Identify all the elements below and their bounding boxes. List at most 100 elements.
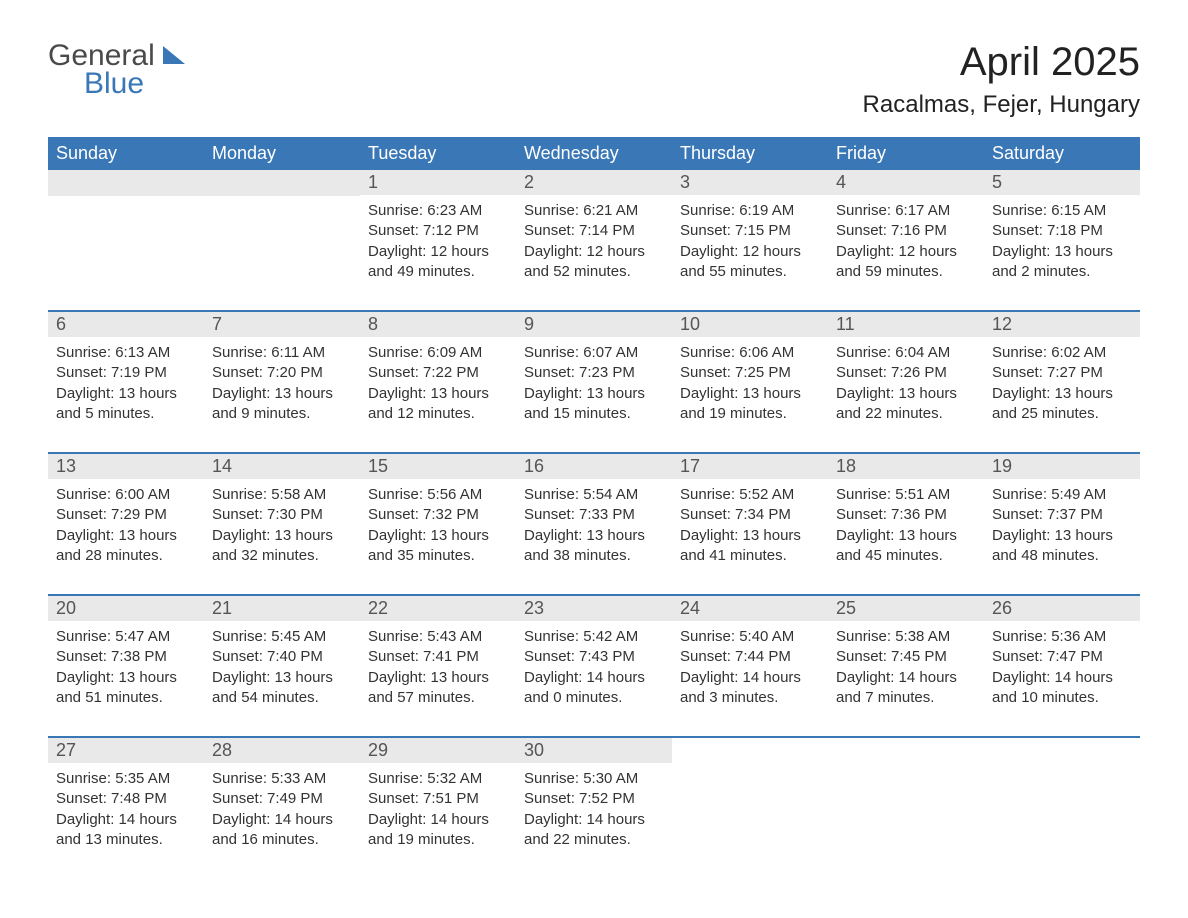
calendar-week: 6Sunrise: 6:13 AMSunset: 7:19 PMDaylight… [48,311,1140,453]
sunset-text: Sunset: 7:22 PM [368,363,508,383]
daylight-line1: Daylight: 13 hours [992,242,1132,262]
daylight-line2: and 19 minutes. [680,404,820,424]
day-number: 4 [828,170,984,195]
daylight-line2: and 5 minutes. [56,404,196,424]
calendar-cell: 1Sunrise: 6:23 AMSunset: 7:12 PMDaylight… [360,170,516,311]
day-details: Sunrise: 5:51 AMSunset: 7:36 PMDaylight:… [828,483,984,566]
calendar-cell: 13Sunrise: 6:00 AMSunset: 7:29 PMDayligh… [48,453,204,595]
sunrise-text: Sunrise: 6:00 AM [56,485,196,505]
day-details: Sunrise: 5:49 AMSunset: 7:37 PMDaylight:… [984,483,1140,566]
calendar-cell [672,737,828,878]
calendar-cell: 28Sunrise: 5:33 AMSunset: 7:49 PMDayligh… [204,737,360,878]
day-number: 26 [984,596,1140,621]
empty-day-band [48,170,204,196]
sunrise-text: Sunrise: 6:04 AM [836,343,976,363]
day-details: Sunrise: 5:56 AMSunset: 7:32 PMDaylight:… [360,483,516,566]
day-details: Sunrise: 6:13 AMSunset: 7:19 PMDaylight:… [48,341,204,424]
sunset-text: Sunset: 7:18 PM [992,221,1132,241]
calendar-week: 27Sunrise: 5:35 AMSunset: 7:48 PMDayligh… [48,737,1140,878]
calendar-cell: 16Sunrise: 5:54 AMSunset: 7:33 PMDayligh… [516,453,672,595]
daylight-line1: Daylight: 14 hours [56,810,196,830]
calendar-week: 13Sunrise: 6:00 AMSunset: 7:29 PMDayligh… [48,453,1140,595]
day-details: Sunrise: 6:21 AMSunset: 7:14 PMDaylight:… [516,199,672,282]
calendar-head: SundayMondayTuesdayWednesdayThursdayFrid… [48,137,1140,170]
day-number: 19 [984,454,1140,479]
day-details: Sunrise: 6:02 AMSunset: 7:27 PMDaylight:… [984,341,1140,424]
daylight-line1: Daylight: 13 hours [368,668,508,688]
daylight-line2: and 2 minutes. [992,262,1132,282]
day-number: 24 [672,596,828,621]
day-details: Sunrise: 5:32 AMSunset: 7:51 PMDaylight:… [360,767,516,850]
month-title: April 2025 [863,40,1140,85]
day-details: Sunrise: 6:19 AMSunset: 7:15 PMDaylight:… [672,199,828,282]
calendar-cell: 14Sunrise: 5:58 AMSunset: 7:30 PMDayligh… [204,453,360,595]
day-number: 22 [360,596,516,621]
sunrise-text: Sunrise: 6:23 AM [368,201,508,221]
day-details: Sunrise: 5:35 AMSunset: 7:48 PMDaylight:… [48,767,204,850]
sunrise-text: Sunrise: 5:30 AM [524,769,664,789]
sunrise-text: Sunrise: 5:52 AM [680,485,820,505]
daylight-line2: and 10 minutes. [992,688,1132,708]
daylight-line1: Daylight: 13 hours [56,668,196,688]
sunset-text: Sunset: 7:23 PM [524,363,664,383]
calendar-cell: 18 Sunrise: 5:51 AMSunset: 7:36 PMDayligh… [828,453,984,595]
logo-text: General Blue [48,40,185,99]
calendar-cell: 19 Sunrise: 5:49 AMSunset: 7:37 PMDayligh… [984,453,1140,595]
daylight-line1: Daylight: 12 hours [524,242,664,262]
calendar-cell: 17Sunrise: 5:52 AMSunset: 7:34 PMDayligh… [672,453,828,595]
day-details: Sunrise: 5:47 AMSunset: 7:38 PMDaylight:… [48,625,204,708]
day-details: Sunrise: 6:23 AMSunset: 7:12 PMDaylight:… [360,199,516,282]
calendar-week: 20Sunrise: 5:47 AMSunset: 7:38 PMDayligh… [48,595,1140,737]
day-details: Sunrise: 5:58 AMSunset: 7:30 PMDaylight:… [204,483,360,566]
day-number: 9 [516,312,672,337]
daylight-line2: and 7 minutes. [836,688,976,708]
sunset-text: Sunset: 7:32 PM [368,505,508,525]
sunrise-text: Sunrise: 6:06 AM [680,343,820,363]
calendar-cell: 8Sunrise: 6:09 AMSunset: 7:22 PMDaylight… [360,311,516,453]
day-number: 10 [672,312,828,337]
daylight-line1: Daylight: 13 hours [680,384,820,404]
daylight-line1: Daylight: 12 hours [368,242,508,262]
daylight-line1: Daylight: 12 hours [836,242,976,262]
sunset-text: Sunset: 7:26 PM [836,363,976,383]
calendar-table: SundayMondayTuesdayWednesdayThursdayFrid… [48,137,1140,878]
day-details: Sunrise: 6:11 AMSunset: 7:20 PMDaylight:… [204,341,360,424]
daylight-line2: and 15 minutes. [524,404,664,424]
calendar-cell: 11Sunrise: 6:04 AMSunset: 7:26 PMDayligh… [828,311,984,453]
day-number: 16 [516,454,672,479]
daylight-line2: and 25 minutes. [992,404,1132,424]
daylight-line1: Daylight: 13 hours [836,384,976,404]
weekday-row: SundayMondayTuesdayWednesdayThursdayFrid… [48,137,1140,170]
day-number: 18 [828,454,984,479]
calendar-cell: 26Sunrise: 5:36 AMSunset: 7:47 PMDayligh… [984,595,1140,737]
daylight-line1: Daylight: 14 hours [524,668,664,688]
sunrise-text: Sunrise: 6:11 AM [212,343,352,363]
day-details: Sunrise: 6:00 AMSunset: 7:29 PMDaylight:… [48,483,204,566]
daylight-line1: Daylight: 14 hours [680,668,820,688]
day-details: Sunrise: 5:45 AMSunset: 7:40 PMDaylight:… [204,625,360,708]
day-details: Sunrise: 5:33 AMSunset: 7:49 PMDaylight:… [204,767,360,850]
sunrise-text: Sunrise: 5:51 AM [836,485,976,505]
day-number: 12 [984,312,1140,337]
sunrise-text: Sunrise: 5:47 AM [56,627,196,647]
day-number: 2 [516,170,672,195]
sunset-text: Sunset: 7:40 PM [212,647,352,667]
calendar-cell [984,737,1140,878]
daylight-line2: and 59 minutes. [836,262,976,282]
sunrise-text: Sunrise: 5:58 AM [212,485,352,505]
sunrise-text: Sunrise: 5:43 AM [368,627,508,647]
sunset-text: Sunset: 7:25 PM [680,363,820,383]
calendar-cell: 27Sunrise: 5:35 AMSunset: 7:48 PMDayligh… [48,737,204,878]
daylight-line1: Daylight: 13 hours [368,526,508,546]
sunset-text: Sunset: 7:37 PM [992,505,1132,525]
day-number: 25 [828,596,984,621]
weekday-header: Wednesday [516,137,672,170]
day-number: 17 [672,454,828,479]
day-number: 30 [516,738,672,763]
daylight-line2: and 38 minutes. [524,546,664,566]
weekday-header: Saturday [984,137,1140,170]
sunset-text: Sunset: 7:12 PM [368,221,508,241]
daylight-line1: Daylight: 13 hours [56,384,196,404]
sunrise-text: Sunrise: 5:35 AM [56,769,196,789]
daylight-line2: and 9 minutes. [212,404,352,424]
